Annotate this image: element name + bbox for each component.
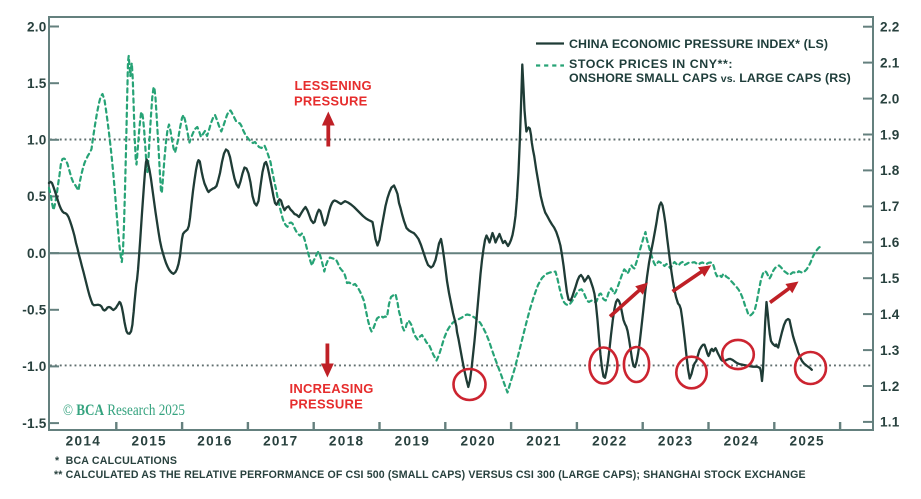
svg-text:PRESSURE: PRESSURE [294, 93, 368, 108]
svg-text:2.2: 2.2 [880, 20, 900, 35]
svg-text:2014: 2014 [66, 434, 101, 449]
svg-text:-1.5: -1.5 [22, 416, 46, 431]
svg-text:-0.5: -0.5 [22, 303, 46, 318]
svg-text:© BCΑ Research 2025: © BCΑ Research 2025 [63, 402, 185, 419]
svg-text:** CALCULATED AS THE RELATIVE: ** CALCULATED AS THE RELATIVE PERFORMANC… [54, 469, 806, 481]
svg-text:1.3: 1.3 [880, 343, 900, 358]
svg-text:1.0: 1.0 [27, 133, 47, 148]
svg-text:1.5: 1.5 [880, 271, 900, 286]
svg-text:1.4: 1.4 [880, 307, 900, 322]
svg-text:* BCA CALCULATIONS: * BCA CALCULATIONS [55, 455, 177, 467]
svg-text:2015: 2015 [131, 434, 166, 449]
svg-text:1.6: 1.6 [880, 235, 900, 250]
svg-text:2.1: 2.1 [880, 55, 900, 70]
svg-text:1.8: 1.8 [880, 163, 900, 178]
svg-text:PRESSURE: PRESSURE [290, 396, 364, 411]
svg-text:2018: 2018 [329, 434, 364, 449]
svg-text:1.1: 1.1 [880, 415, 900, 430]
svg-text:CHINA ECONOMIC PRESSURE INDEX*: CHINA ECONOMIC PRESSURE INDEX* (LS) [569, 37, 828, 51]
svg-text:1.7: 1.7 [880, 199, 900, 214]
svg-text:0.5: 0.5 [27, 189, 47, 204]
svg-text:2017: 2017 [263, 434, 298, 449]
svg-text:1.2: 1.2 [880, 379, 900, 394]
svg-text:2020: 2020 [460, 434, 495, 449]
svg-text:STOCK PRICES IN CNY**:: STOCK PRICES IN CNY**: [569, 57, 733, 71]
svg-text:2025: 2025 [789, 434, 824, 449]
svg-text:0.0: 0.0 [27, 246, 47, 261]
svg-text:INCREASING: INCREASING [290, 381, 374, 396]
svg-text:LESSENING: LESSENING [295, 78, 372, 93]
svg-text:2.0: 2.0 [27, 19, 47, 34]
svg-text:2022: 2022 [592, 434, 627, 449]
svg-text:ONSHORE SMALL CAPS vs. LARGE C: ONSHORE SMALL CAPS vs. LARGE CAPS (RS) [569, 71, 851, 85]
svg-text:2023: 2023 [658, 434, 693, 449]
svg-text:2024: 2024 [724, 434, 759, 449]
svg-text:-1.0: -1.0 [22, 359, 46, 374]
svg-text:2019: 2019 [395, 434, 430, 449]
svg-text:2021: 2021 [526, 434, 561, 449]
svg-text:1.5: 1.5 [27, 76, 47, 91]
svg-text:1.9: 1.9 [880, 127, 900, 142]
svg-text:2.0: 2.0 [880, 91, 900, 106]
svg-text:2016: 2016 [197, 434, 232, 449]
